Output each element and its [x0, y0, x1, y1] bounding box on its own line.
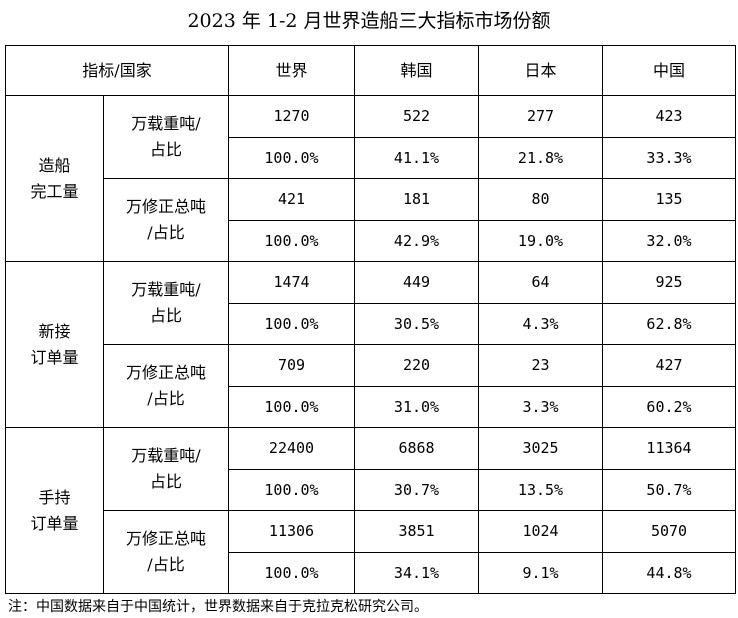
- table-row: 100.0% 30.5% 4.3% 62.8%: [6, 302, 736, 345]
- share-cell: 100.0%: [228, 385, 355, 428]
- value-cell: 11364: [602, 427, 736, 470]
- value-cell: 709: [228, 344, 355, 387]
- header-japan: 日本: [478, 45, 603, 96]
- section-label: 手持 订单量: [5, 427, 104, 594]
- table-row: 100.0% 30.7% 13.5% 50.7%: [6, 468, 736, 511]
- share-cell: 30.5%: [354, 302, 479, 345]
- value-cell: 11306: [228, 510, 355, 553]
- table-row: 造船 完工量 万载重吨/ 占比 1270 522 277 423: [5, 95, 736, 262]
- header-china: 中国: [602, 45, 736, 96]
- share-cell: 30.7%: [354, 468, 479, 511]
- header-korea: 韩国: [354, 45, 479, 96]
- table-row: 手持 订单量 万载重吨/ 占比 22400 6868 3025 11364: [5, 427, 736, 594]
- value-cell: 22400: [228, 427, 355, 470]
- value-cell: 423: [602, 95, 736, 138]
- table-row: 万修正总吨 /占比 11306 3851 1024 5070: [6, 510, 736, 594]
- value-cell: 421: [228, 178, 355, 221]
- share-cell: 100.0%: [228, 136, 355, 179]
- unit-label: 万载重吨/ 占比: [103, 261, 229, 345]
- value-cell: 3851: [354, 510, 479, 553]
- share-cell: 44.8%: [602, 551, 736, 594]
- table-row: 100.0% 41.1% 21.8% 33.3%: [6, 136, 736, 179]
- share-cell: 34.1%: [354, 551, 479, 594]
- value-cell: 277: [478, 95, 603, 138]
- value-cell: 1474: [228, 261, 355, 304]
- value-cell: 220: [354, 344, 479, 387]
- value-cell: 6868: [354, 427, 479, 470]
- table-row: 100.0% 34.1% 9.1% 44.8%: [6, 551, 736, 594]
- share-cell: 100.0%: [228, 468, 355, 511]
- value-cell: 1024: [478, 510, 603, 553]
- header-indicator-country: 指标/国家: [5, 45, 229, 96]
- share-cell: 13.5%: [478, 468, 603, 511]
- share-cell: 50.7%: [602, 468, 736, 511]
- share-cell: 60.2%: [602, 385, 736, 428]
- share-cell: 41.1%: [354, 136, 479, 179]
- value-cell: 80: [478, 178, 603, 221]
- value-cell: 64: [478, 261, 603, 304]
- value-cell: 3025: [478, 427, 603, 470]
- market-share-table: 指标/国家 世界 韩国 日本 中国 造船 完工量 万载重吨/ 占比 1270 522 2…: [5, 45, 736, 594]
- table-row: 万修正总吨 /占比 421 181 80 135: [6, 178, 736, 262]
- share-cell: 33.3%: [602, 136, 736, 179]
- share-cell: 21.8%: [478, 136, 603, 179]
- value-cell: 1270: [228, 95, 355, 138]
- document-title: 2023 年 1-2 月世界造船三大指标市场份额: [187, 10, 551, 32]
- section-label: 造船 完工量: [5, 95, 104, 262]
- table-row: 新接 订单量 万载重吨/ 占比 1474 449 64 925: [5, 261, 736, 428]
- share-cell: 100.0%: [228, 302, 355, 345]
- value-cell: 427: [602, 344, 736, 387]
- unit-label: 万修正总吨 /占比: [103, 178, 229, 262]
- table-row: 100.0% 31.0% 3.3% 60.2%: [6, 385, 736, 428]
- share-cell: 19.0%: [478, 219, 603, 262]
- value-cell: 522: [354, 95, 479, 138]
- value-cell: 23: [478, 344, 603, 387]
- share-cell: 32.0%: [602, 219, 736, 262]
- unit-label: 万载重吨/ 占比: [103, 95, 229, 179]
- table-row: 万修正总吨 /占比 709 220 23 427: [6, 344, 736, 428]
- header-row: 指标/国家 世界 韩国 日本 中国: [5, 45, 736, 96]
- share-cell: 4.3%: [478, 302, 603, 345]
- share-cell: 62.8%: [602, 302, 736, 345]
- value-cell: 135: [602, 178, 736, 221]
- unit-label: 万修正总吨 /占比: [103, 344, 229, 428]
- share-cell: 100.0%: [228, 219, 355, 262]
- value-cell: 449: [354, 261, 479, 304]
- footnote: 注：中国数据来自于中国统计，世界数据来自于克拉克松研究公司。: [8, 599, 428, 615]
- share-cell: 9.1%: [478, 551, 603, 594]
- share-cell: 31.0%: [354, 385, 479, 428]
- section-label: 新接 订单量: [5, 261, 104, 428]
- header-world: 世界: [228, 45, 355, 96]
- share-cell: 100.0%: [228, 551, 355, 594]
- value-cell: 181: [354, 178, 479, 221]
- unit-label: 万修正总吨 /占比: [103, 510, 229, 594]
- share-cell: 42.9%: [354, 219, 479, 262]
- table-row: 100.0% 42.9% 19.0% 32.0%: [6, 219, 736, 262]
- share-cell: 3.3%: [478, 385, 603, 428]
- value-cell: 5070: [602, 510, 736, 553]
- value-cell: 925: [602, 261, 736, 304]
- unit-label: 万载重吨/ 占比: [103, 427, 229, 511]
